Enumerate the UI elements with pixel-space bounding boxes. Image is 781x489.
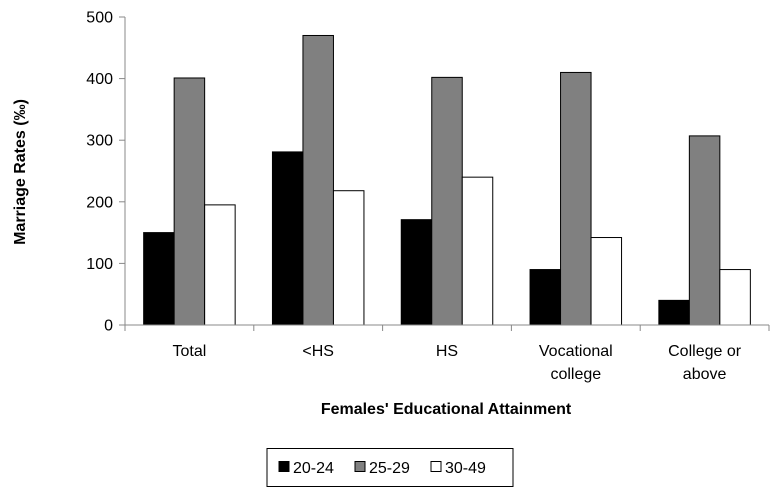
x-tick-label: college (550, 366, 601, 383)
y-tick-label: 100 (86, 256, 113, 273)
plot-area (143, 34, 751, 326)
y-tick-label: 500 (86, 10, 113, 27)
legend-label-20-24: 20-24 (293, 460, 334, 477)
legend-label-25-29: 25-29 (369, 460, 410, 477)
y-tick-label: 400 (86, 71, 113, 88)
y-tick-label: 300 (86, 133, 113, 150)
bar-25-29-4 (688, 135, 721, 326)
legend-swatch-20-24 (278, 461, 290, 472)
y-axis: 0 100 200 300 400 500 (86, 10, 126, 335)
bar-25-29-0 (173, 77, 206, 326)
x-tick-label: <HS (302, 343, 334, 360)
bar-30-49-2 (461, 176, 494, 326)
bar-20-24-4 (658, 299, 690, 326)
bar-20-24-2 (400, 219, 433, 326)
bar-25-29-2 (431, 76, 463, 326)
bar-20-24-1 (271, 151, 304, 326)
x-tick-label: Total (173, 343, 207, 360)
x-tick-label: HS (436, 343, 458, 360)
x-tick-label: Vocational (539, 343, 613, 360)
legend-swatch-25-29 (354, 461, 366, 472)
bar-25-29-3 (560, 71, 592, 326)
bar-30-49-4 (719, 269, 751, 326)
y-tick-label: 0 (104, 318, 113, 335)
legend-label-30-49: 30-49 (445, 460, 486, 477)
x-axis-title: Females' Educational Attainment (321, 401, 572, 418)
legend: 20-24 25-29 30-49 (266, 448, 514, 487)
bar-30-49-1 (332, 190, 365, 326)
x-axis: Total <HS HS Vocational college College or abo… (124, 324, 770, 383)
bar-25-29-1 (302, 34, 334, 326)
x-tick-label: College or (668, 343, 742, 360)
x-tick-label: above (683, 366, 727, 383)
legend-box (266, 448, 514, 487)
y-axis-title: Marriage Rates (‰) (12, 99, 29, 245)
y-tick-label: 200 (86, 194, 113, 211)
bar-30-49-3 (590, 237, 623, 326)
legend-swatch-30-49 (430, 461, 442, 472)
bar-30-49-0 (204, 204, 236, 326)
bar-20-24-3 (529, 269, 562, 326)
bar-20-24-0 (143, 232, 175, 326)
